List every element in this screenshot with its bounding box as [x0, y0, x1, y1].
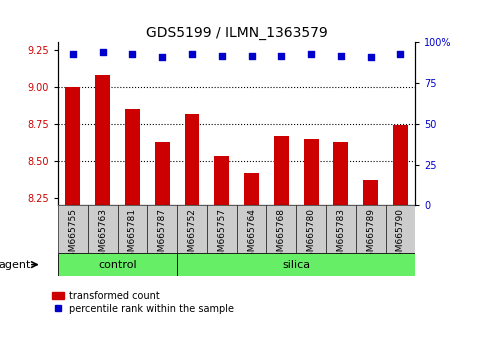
Point	[367, 54, 375, 60]
Bar	[65, 87, 80, 205]
Bar	[117, 205, 147, 253]
Bar	[95, 75, 110, 205]
Text: GSM665764: GSM665764	[247, 208, 256, 263]
Bar	[304, 139, 319, 205]
Bar	[393, 125, 408, 205]
Bar	[356, 205, 385, 253]
Text: GSM665752: GSM665752	[187, 208, 197, 263]
Bar	[244, 173, 259, 205]
Legend: transformed count, percentile rank within the sample: transformed count, percentile rank withi…	[48, 287, 238, 318]
Bar	[58, 205, 415, 253]
Bar	[267, 205, 296, 253]
Point	[99, 50, 107, 55]
Point	[69, 51, 77, 57]
Bar	[274, 136, 289, 205]
Text: GSM665783: GSM665783	[337, 208, 345, 263]
Point	[397, 51, 404, 57]
Text: silica: silica	[282, 259, 310, 270]
Text: GSM665790: GSM665790	[396, 208, 405, 263]
Text: GSM665757: GSM665757	[217, 208, 226, 263]
Bar	[147, 205, 177, 253]
Point	[158, 54, 166, 60]
Bar	[296, 205, 326, 253]
Title: GDS5199 / ILMN_1363579: GDS5199 / ILMN_1363579	[146, 26, 327, 40]
Bar	[326, 205, 356, 253]
Point	[188, 51, 196, 57]
Point	[248, 53, 256, 58]
Point	[337, 53, 345, 58]
Bar	[385, 205, 415, 253]
Bar	[333, 142, 348, 205]
Text: GSM665787: GSM665787	[158, 208, 167, 263]
Text: control: control	[98, 259, 137, 270]
Bar	[125, 109, 140, 205]
Bar	[207, 205, 237, 253]
Point	[128, 51, 136, 57]
Bar	[58, 205, 88, 253]
Text: GSM665781: GSM665781	[128, 208, 137, 263]
Point	[278, 53, 285, 58]
Bar	[214, 156, 229, 205]
Text: agent: agent	[0, 259, 31, 270]
Point	[218, 53, 226, 58]
Bar	[155, 142, 170, 205]
Text: GSM665763: GSM665763	[98, 208, 107, 263]
Text: GSM665768: GSM665768	[277, 208, 286, 263]
Bar	[363, 180, 378, 205]
FancyBboxPatch shape	[177, 253, 415, 276]
FancyBboxPatch shape	[58, 253, 177, 276]
Text: GSM665755: GSM665755	[69, 208, 77, 263]
Text: GSM665780: GSM665780	[307, 208, 315, 263]
Bar	[237, 205, 267, 253]
Bar	[88, 205, 117, 253]
Bar	[177, 205, 207, 253]
Point	[307, 51, 315, 57]
Bar	[185, 114, 199, 205]
Text: GSM665789: GSM665789	[366, 208, 375, 263]
